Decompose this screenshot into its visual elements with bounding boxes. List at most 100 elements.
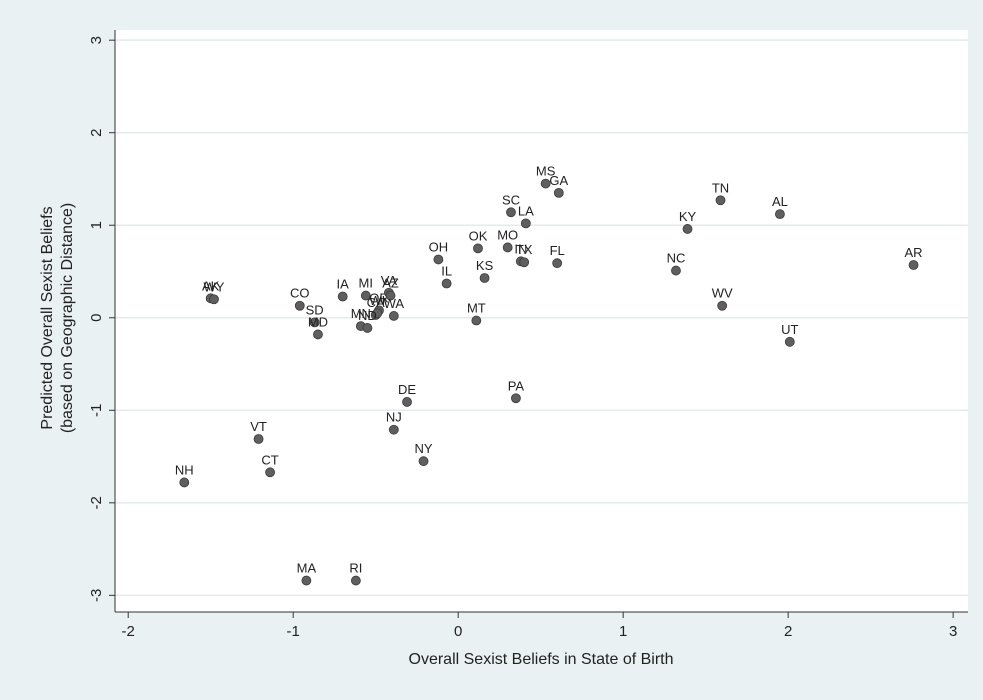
point-label: OH xyxy=(429,239,449,254)
x-tick-label: 0 xyxy=(454,623,462,640)
point-label: IL xyxy=(441,264,452,279)
point-label: AR xyxy=(905,245,923,260)
y-tick-label: -2 xyxy=(88,496,105,509)
point-label: DE xyxy=(398,382,416,397)
point xyxy=(519,257,530,268)
point-label: SD xyxy=(306,302,324,317)
point-label: NY xyxy=(415,441,433,456)
point xyxy=(209,294,219,305)
point-label: RI xyxy=(349,561,362,576)
point xyxy=(520,218,531,229)
y-tick-label: 0 xyxy=(88,314,105,322)
point-label: WI xyxy=(369,293,385,308)
point xyxy=(265,467,275,478)
y-tick-label: 2 xyxy=(88,129,105,137)
point xyxy=(388,311,399,321)
point-label: MS xyxy=(536,164,556,179)
point xyxy=(362,323,373,333)
x-tick-label: 2 xyxy=(784,623,792,640)
point-label: GA xyxy=(549,173,568,188)
point-label: WY xyxy=(204,279,225,294)
y-tick-label: 3 xyxy=(88,36,105,44)
point xyxy=(717,300,728,311)
point xyxy=(471,315,482,326)
x-tick-label: -2 xyxy=(122,623,135,640)
point-label: TN xyxy=(712,180,729,195)
point-label: OR xyxy=(369,290,389,305)
point-label: AL xyxy=(772,194,788,209)
point-label: CT xyxy=(261,452,278,467)
point-label: VA xyxy=(381,273,398,288)
point-label: MA xyxy=(297,561,317,576)
point-label: SC xyxy=(502,192,520,207)
point-label: CO xyxy=(290,286,310,301)
point-label: MT xyxy=(467,301,486,316)
point-label: MI xyxy=(359,276,373,291)
point-label: LA xyxy=(518,203,534,218)
point xyxy=(350,575,361,586)
point-label: VT xyxy=(250,419,267,434)
point xyxy=(313,329,323,340)
point-label: OK xyxy=(469,228,488,243)
point-label: MD xyxy=(308,314,328,329)
x-tick-label: -1 xyxy=(287,623,300,640)
y-axis-label: (based on Geographic Distance) xyxy=(59,203,76,433)
point xyxy=(506,207,516,218)
point-label: FL xyxy=(550,243,565,258)
y-axis-label: Predicted Overall Sexist Beliefs xyxy=(39,206,56,429)
point xyxy=(253,434,264,444)
point xyxy=(385,290,396,301)
point xyxy=(715,195,726,206)
point xyxy=(682,224,693,234)
point-label: NC xyxy=(667,251,686,266)
point xyxy=(388,424,399,435)
point xyxy=(360,290,371,301)
x-tick-label: 3 xyxy=(949,623,957,640)
point xyxy=(418,456,429,467)
point xyxy=(511,393,521,404)
plot-area xyxy=(115,30,968,612)
point-label: NH xyxy=(175,462,194,477)
x-axis-label: Overall Sexist Beliefs in State of Birth xyxy=(409,651,674,668)
point xyxy=(337,291,348,302)
point-label: TX xyxy=(516,242,533,257)
point xyxy=(479,273,490,283)
point-label: PA xyxy=(508,378,525,393)
point-label: MN xyxy=(351,306,371,321)
point xyxy=(402,397,412,407)
point xyxy=(784,336,795,347)
point-label: CA xyxy=(367,295,385,310)
point-label: AZ xyxy=(382,276,399,291)
point-label: WA xyxy=(384,296,405,311)
point-label: ND xyxy=(358,308,377,323)
point xyxy=(441,278,452,289)
point xyxy=(433,254,444,265)
y-tick-label: -1 xyxy=(88,404,105,417)
point-label: WV xyxy=(712,286,733,301)
point xyxy=(372,308,383,319)
point-label: MO xyxy=(497,227,518,242)
point-label: IA xyxy=(337,276,350,291)
point xyxy=(775,209,785,220)
point xyxy=(309,317,320,328)
point xyxy=(552,258,563,269)
point xyxy=(179,477,190,488)
x-tick-label: 1 xyxy=(619,623,627,640)
point-label: UT xyxy=(781,322,798,337)
point-label: NJ xyxy=(386,410,402,425)
point xyxy=(502,242,513,253)
point-label: KY xyxy=(679,209,697,224)
point-label: IN xyxy=(514,241,527,256)
point xyxy=(540,178,551,189)
point xyxy=(301,575,312,586)
point-label: KS xyxy=(476,258,494,273)
point xyxy=(553,187,564,198)
y-tick-label: 1 xyxy=(88,221,105,229)
point xyxy=(671,265,681,276)
y-tick-label: -3 xyxy=(88,589,105,602)
point xyxy=(294,300,305,311)
point xyxy=(473,243,483,254)
point-label: AK xyxy=(202,278,220,293)
